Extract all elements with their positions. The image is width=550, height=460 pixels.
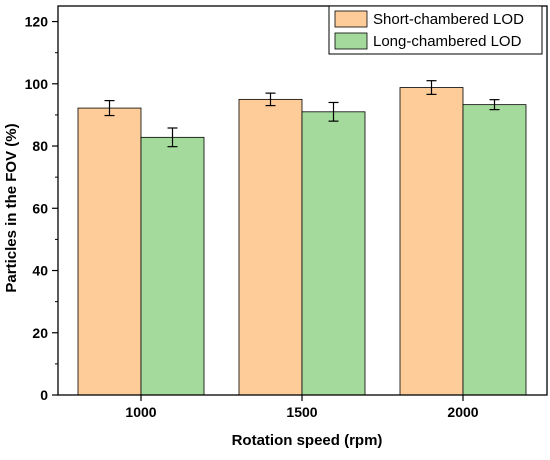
legend: Short-chambered LOD Long-chambered LOD xyxy=(328,5,543,55)
y-tick-label-80: 80 xyxy=(32,138,48,154)
y-axis-label: Particles in the FOV (%) xyxy=(3,123,20,292)
y-tick-label-120: 120 xyxy=(25,14,49,30)
x-tick-label-2000: 2000 xyxy=(447,404,478,420)
bar-long-chambered-lod-1500 xyxy=(301,111,366,396)
y-tick-label-20: 20 xyxy=(32,325,48,341)
legend-swatch-short-chambered xyxy=(334,10,368,28)
plot-area: 0 20 40 60 80 100 120 1000 1500 2000 xyxy=(25,5,548,420)
bar-long-chambered-lod-1000 xyxy=(140,136,205,396)
x-axis-label: Rotation speed (rpm) xyxy=(232,432,383,449)
y-tick-label-0: 0 xyxy=(40,387,48,403)
bar-long-chambered-lod-2000 xyxy=(462,104,527,396)
legend-label-short-chambered: Short-chambered LOD xyxy=(373,11,524,28)
y-tick-label-100: 100 xyxy=(25,76,49,92)
x-tick-label-1500: 1500 xyxy=(286,404,317,420)
y-tick-label-40: 40 xyxy=(32,263,48,279)
bar-short-chambered-lod-1500 xyxy=(238,98,303,396)
bar-short-chambered-lod-2000 xyxy=(399,87,464,396)
y-tick-label-60: 60 xyxy=(32,200,48,216)
legend-swatch-long-chambered xyxy=(334,32,368,50)
legend-label-long-chambered: Long-chambered LOD xyxy=(373,33,522,50)
x-tick-label-1000: 1000 xyxy=(125,404,156,420)
bar-short-chambered-lod-1000 xyxy=(77,107,142,396)
